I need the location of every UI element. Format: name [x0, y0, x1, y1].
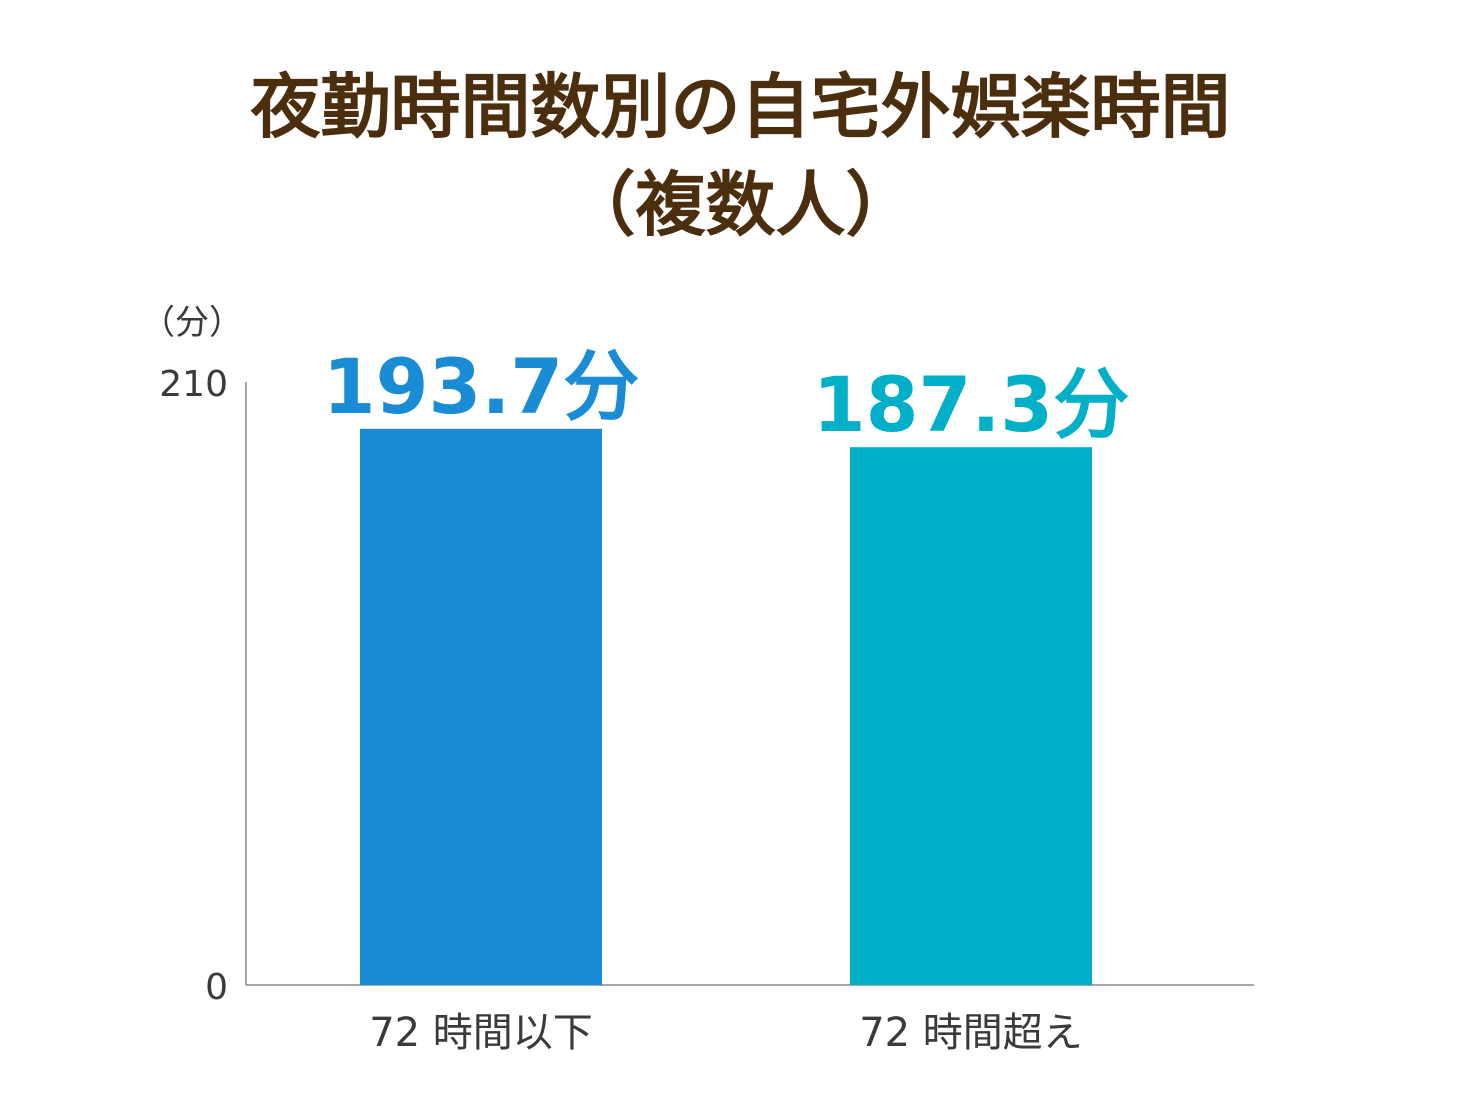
- chart-title-line-2: （複数人）: [565, 164, 916, 246]
- y-tick-label: 0: [205, 967, 228, 1008]
- bar-value-label: 193.7分: [323, 342, 639, 431]
- x-axis-labels: 72 時間以下 72 時間超え: [369, 1010, 1083, 1056]
- x-tick-label: 72 時間超え: [859, 1010, 1083, 1056]
- bar: [360, 428, 602, 985]
- chart-title-line-1: 夜勤時間数別の自宅外娯楽時間: [250, 66, 1231, 148]
- x-tick-label: 72 時間以下: [369, 1010, 593, 1056]
- bar-value-label: 187.3分: [813, 360, 1129, 449]
- bar: [850, 447, 1092, 986]
- bars: 193.7分 187.3分: [323, 342, 1129, 986]
- y-axis-unit-label: （分）: [141, 303, 243, 343]
- y-tick-label: 210: [159, 364, 228, 405]
